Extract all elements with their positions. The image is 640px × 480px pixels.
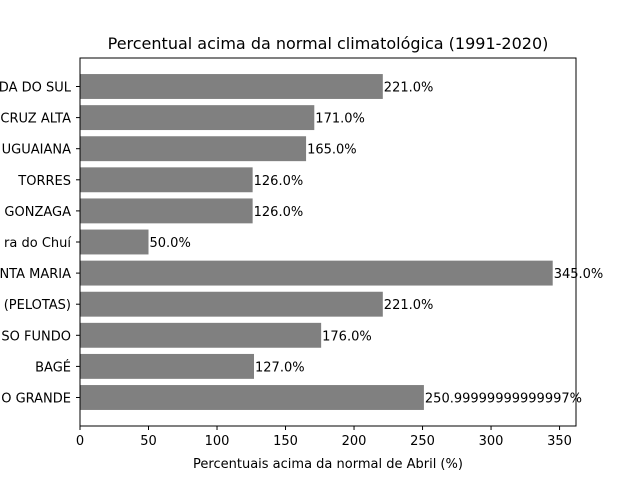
category-label: O GRANDE [1,392,71,407]
bar-data-label: 171.0% [315,112,365,127]
bar-data-label: 126.0% [254,205,304,220]
x-tick-label: 150 [273,434,298,449]
x-tick-label: 350 [547,434,572,449]
bar [80,260,553,286]
x-ticks-group: 0 50 100 150 200 250 300 350 [76,426,572,449]
bar-data-label: 50.0% [150,236,191,251]
x-tick-label: 250 [410,434,435,449]
category-label: ra do Chuí [4,236,71,251]
x-tick-label: 100 [205,434,230,449]
category-label: UGUAIANA [2,143,71,158]
category-label: DA DO SUL [0,81,72,96]
chart-title: Percentual acima da normal climatológica… [108,34,549,53]
x-tick-label: 200 [342,434,367,449]
x-axis-label: Percentuais acima da normal de Abril (%) [193,457,463,472]
bar [80,198,253,224]
bar-data-label: 176.0% [322,329,372,344]
bar [80,291,383,317]
bar [80,105,315,131]
category-label: NTA MARIA [0,267,71,282]
category-labels-group: DA DO SUL CRUZ ALTA UGUAIANA TORRES GONZAGA r… [0,81,80,407]
bar [80,322,322,348]
x-tick-label: 300 [479,434,504,449]
bar-data-label: 127.0% [255,360,305,375]
category-label: SO FUNDO [1,329,71,344]
bar [80,353,255,379]
bar [80,385,424,410]
category-label: GONZAGA [4,205,71,220]
x-tick-label: 0 [76,434,84,449]
bar-data-label: 126.0% [254,174,304,189]
bar [80,229,149,255]
x-tick-label: 50 [140,434,157,449]
category-label: BAGÉ [35,359,71,375]
category-label: TORRES [17,174,71,189]
bar-data-label: 250.99999999999997% [425,392,582,407]
category-label: CRUZ ALTA [0,112,71,127]
bar-data-label: 345.0% [554,267,604,282]
bar-data-label: 221.0% [384,298,434,313]
bar-data-label: 221.0% [384,81,434,96]
category-label: (PELOTAS) [4,298,71,313]
bar-data-label: 165.0% [307,143,357,158]
bars-group: 221.0% 171.0% 165.0% 126.0% 126.0% 50.0% 345.0… [80,74,603,410]
bar [80,136,307,162]
bar [80,74,383,99]
plot-frame [79,57,577,427]
bar [80,167,253,193]
